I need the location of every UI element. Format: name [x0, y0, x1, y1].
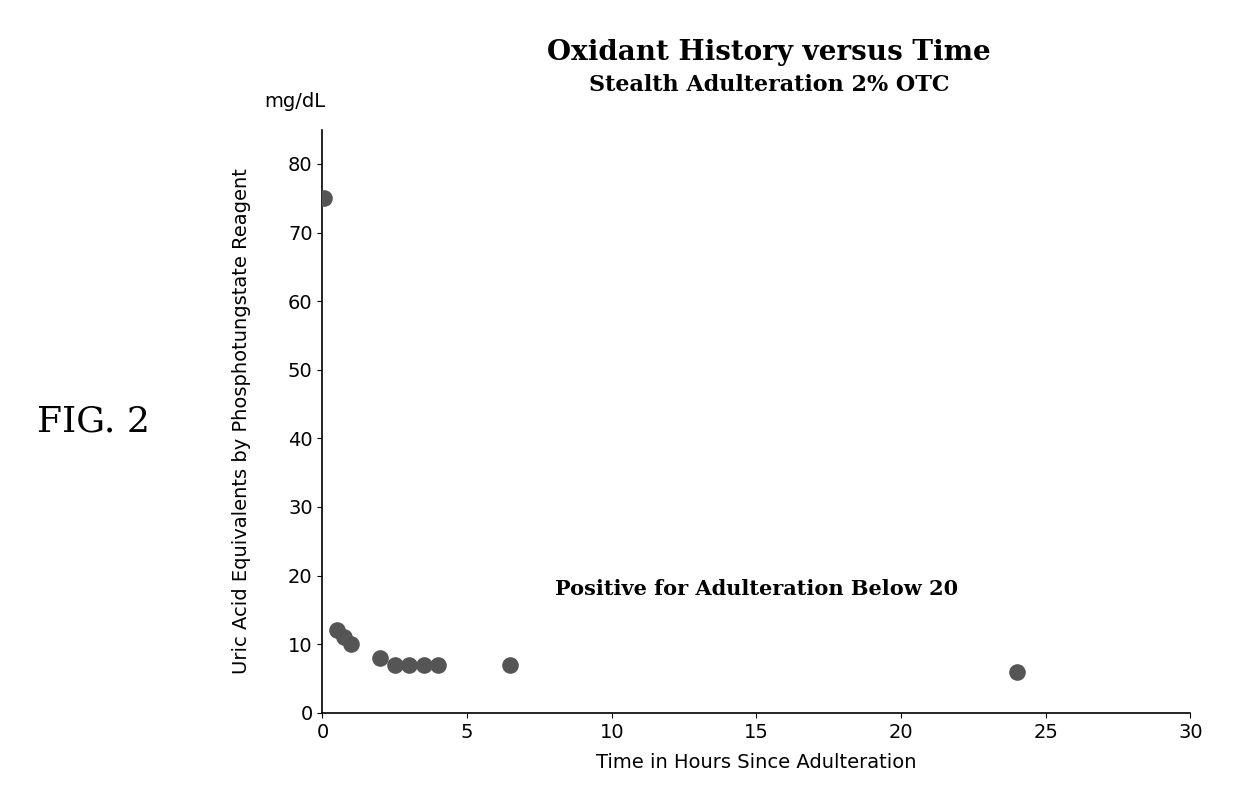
Point [1007, 665, 1027, 678]
Point [314, 192, 334, 205]
Point [399, 659, 419, 671]
Text: Uric Acid Equivalents by Phosphotungstate Reagent: Uric Acid Equivalents by Phosphotungstat… [232, 168, 252, 674]
Point [335, 631, 355, 644]
Text: Oxidant History versus Time: Oxidant History versus Time [547, 39, 991, 66]
Text: Stealth Adulteration 2% OTC: Stealth Adulteration 2% OTC [589, 74, 949, 96]
Point [384, 659, 404, 671]
Text: FIG. 2: FIG. 2 [37, 404, 150, 438]
Text: Positive for Adulteration Below 20: Positive for Adulteration Below 20 [554, 579, 959, 599]
Point [371, 651, 391, 664]
Point [428, 659, 448, 671]
X-axis label: Time in Hours Since Adulteration: Time in Hours Since Adulteration [596, 752, 916, 772]
Point [341, 637, 361, 650]
Point [501, 659, 521, 671]
Point [327, 624, 347, 637]
Text: mg/dL: mg/dL [264, 92, 326, 111]
Point [414, 659, 434, 671]
